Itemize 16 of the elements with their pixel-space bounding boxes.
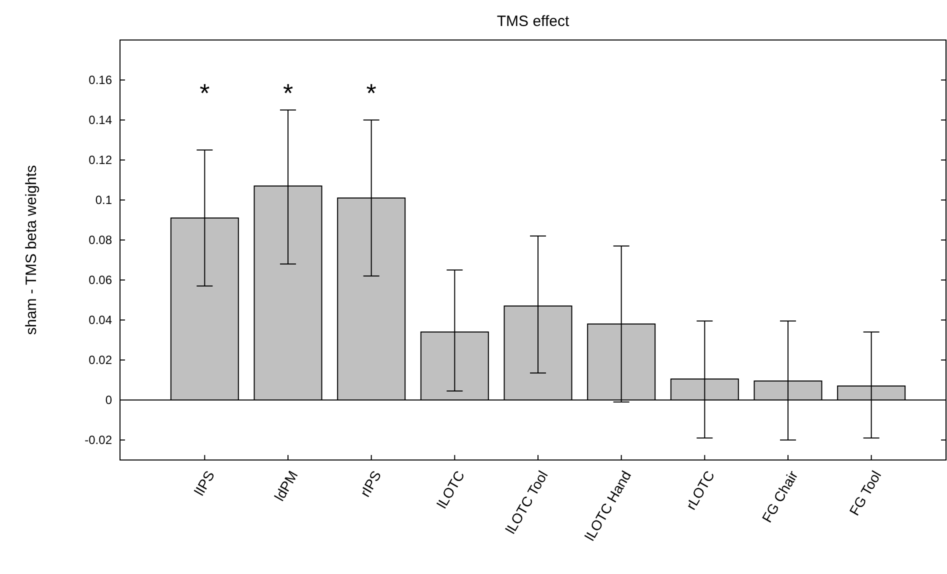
- y-tick-label: 0.14: [88, 113, 112, 128]
- chart-title: TMS effect: [496, 13, 570, 30]
- y-tick-label: 0.02: [88, 353, 112, 368]
- annotation: *: [282, 78, 294, 108]
- annotation: *: [200, 78, 210, 108]
- annotation: *: [366, 78, 376, 108]
- y-tick-label: 0.1: [95, 193, 112, 208]
- y-tick-label: 0.04: [88, 313, 112, 328]
- y-tick-label: -0.02: [84, 433, 112, 448]
- x-tick-label: FG Tool: [846, 468, 884, 518]
- y-tick-label: 0.08: [88, 233, 112, 248]
- y-tick-label: 0.12: [88, 153, 112, 168]
- y-tick-label: 0: [105, 393, 112, 408]
- y-axis-title: sham - TMS beta weights: [23, 165, 40, 335]
- y-tick-label: 0.06: [88, 273, 112, 288]
- y-tick-label: 0.16: [88, 73, 112, 88]
